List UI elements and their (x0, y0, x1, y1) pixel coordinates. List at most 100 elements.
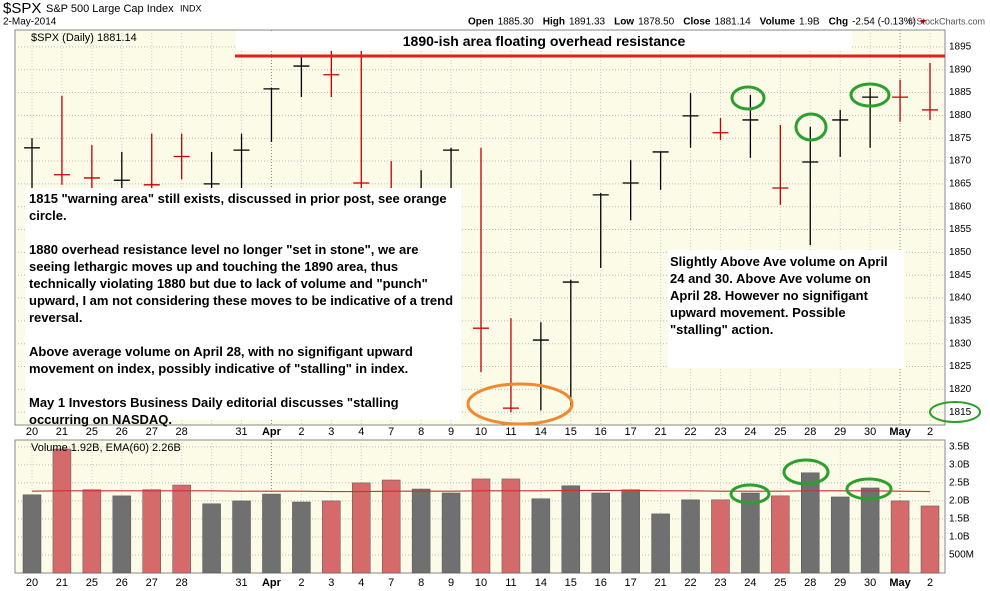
x-tick-label: 10 (475, 577, 487, 589)
stat-label: Low (614, 17, 634, 28)
y-tick-label: 1840 (949, 293, 972, 304)
x-tick-label: 21 (654, 426, 666, 438)
volume-bar (112, 495, 132, 574)
x-tick-label: 25 (86, 426, 98, 438)
banner: 1890-ish area floating overhead resistan… (236, 31, 852, 51)
y-tick-label: 1825 (949, 361, 972, 372)
y-tick-label: 500M (949, 550, 974, 561)
volume-bar (501, 478, 521, 574)
y-tick-label: 3.0B (949, 460, 970, 471)
x-tick-label: 21 (56, 426, 68, 438)
note: 1815 "warning area" still exists, discus… (29, 191, 447, 223)
stat-label: Close (683, 17, 711, 28)
y-tick-label: 1860 (949, 201, 972, 212)
x-tick-label: 14 (535, 577, 547, 589)
volume-bar (352, 482, 371, 574)
volume-bar (591, 492, 610, 574)
x-tick-label: 2 (927, 426, 933, 438)
x-tick-label: Apr (262, 426, 282, 438)
x-tick-label: Apr (262, 577, 282, 589)
x-tick-label: 23 (714, 426, 726, 438)
panel-legend: $SPX (Daily) 1881.14 (31, 32, 137, 44)
x-tick-label: 22 (684, 426, 696, 438)
volume-bar (920, 505, 940, 574)
x-tick-label: 7 (388, 426, 394, 438)
y-tick-label: 1830 (949, 338, 972, 349)
y-tick-label: 1895 (949, 42, 972, 53)
stat-value: 1881.14 (714, 17, 751, 28)
x-tick-label: 2 (927, 577, 933, 589)
x-tick-label: 10 (475, 426, 487, 438)
x-tick-label: 27 (146, 577, 158, 589)
y-tick-label: 1850 (949, 247, 972, 258)
left-notes: 1815 "warning area" still exists, discus… (25, 188, 461, 427)
x-tick-label: 15 (565, 577, 577, 589)
volume-bar (381, 479, 401, 574)
note: 1880 overhead resistance level no longer… (29, 242, 454, 325)
x-tick-label: 14 (535, 426, 547, 438)
x-tick-label: 16 (595, 426, 607, 438)
x-tick-label: 25 (86, 577, 98, 589)
stat-label: Open (468, 17, 494, 28)
volume-bar (561, 485, 581, 574)
stat-label: Volume (760, 17, 796, 28)
volume-bar (322, 500, 341, 574)
x-tick-label: 20 (26, 426, 38, 438)
x-tick-label: 4 (358, 577, 364, 589)
x-tick-label: 25 (774, 577, 786, 589)
volume-bar (711, 499, 730, 574)
stat-label: Chg (829, 17, 848, 28)
volume-bar (441, 492, 461, 574)
x-tick-label: 3 (328, 426, 334, 438)
y-tick-label: 2.5B (949, 478, 970, 489)
date: 2-May-2014 (3, 17, 57, 28)
y-tick-label: 1880 (949, 110, 972, 121)
volume-bar (801, 472, 820, 574)
x-tick-label: 8 (418, 426, 424, 438)
volume-bar (771, 495, 790, 574)
exchange: INDX (180, 3, 202, 13)
y-tick-label: 1845 (949, 270, 972, 281)
x-tick-label: May (889, 426, 911, 438)
panel-legend: Volume 1.92B, EMA(60) 2.26B (31, 442, 181, 454)
y-tick-label: 1855 (949, 224, 972, 235)
x-tick-label: 26 (116, 577, 128, 589)
volume-bar (621, 489, 640, 574)
x-tick-label: 8 (418, 577, 424, 589)
volume-bar (471, 478, 491, 574)
y-tick-label: 1835 (949, 316, 972, 327)
x-tick-label: 20 (26, 577, 38, 589)
down-arrow (919, 20, 926, 24)
ema-line (31, 489, 931, 493)
x-tick-label: 17 (625, 426, 637, 438)
x-tick-label: 17 (625, 577, 637, 589)
y-tick-label: 1890 (949, 64, 972, 75)
volume-bar (52, 448, 72, 574)
stat-value: 1891.33 (569, 17, 606, 28)
note: May 1 Investors Business Daily editorial… (29, 395, 399, 427)
x-tick-label: 21 (654, 577, 666, 589)
x-tick-label: 30 (864, 426, 876, 438)
volume-bar (651, 513, 670, 574)
x-tick-label: 30 (864, 577, 876, 589)
index-name: S&P 500 Large Cap Index (46, 3, 174, 15)
y-tick-label: 1875 (949, 133, 972, 144)
x-tick-label: 4 (358, 426, 364, 438)
x-tick-label: May (889, 577, 911, 589)
y-tick-label: 2.0B (949, 496, 970, 507)
x-tick-label: 27 (146, 426, 158, 438)
x-tick-label: 29 (834, 426, 846, 438)
volume-bar (202, 503, 221, 574)
x-tick-label: 9 (448, 577, 454, 589)
x-tick-label: 15 (565, 426, 577, 438)
y-tick-label: 1.0B (949, 532, 970, 543)
x-tick-label: 28 (804, 426, 816, 438)
volume-bar (142, 489, 161, 574)
x-tick-label: 2 (298, 577, 304, 589)
x-tick-label: 28 (176, 426, 188, 438)
x-tick-label: 16 (595, 577, 607, 589)
x-tick-label: 7 (388, 577, 394, 589)
volume-bar (860, 487, 880, 574)
volume-bar (890, 500, 910, 574)
x-tick-label: 24 (744, 577, 756, 589)
